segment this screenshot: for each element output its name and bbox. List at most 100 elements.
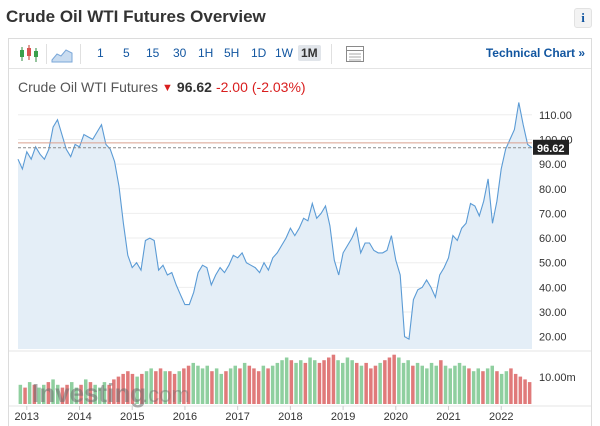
volume-bar bbox=[523, 379, 527, 404]
volume-bar bbox=[420, 365, 424, 404]
volume-bar bbox=[369, 368, 373, 404]
volume-bar bbox=[275, 362, 280, 404]
volume-bar bbox=[518, 376, 523, 404]
volume-bar bbox=[499, 373, 504, 404]
volume-bar bbox=[172, 373, 177, 404]
volume-bar bbox=[504, 371, 509, 404]
volume-bar bbox=[345, 357, 350, 404]
volume-bar bbox=[425, 368, 429, 404]
y-tick-label: 70.00 bbox=[539, 208, 567, 220]
volume-bar bbox=[322, 360, 326, 404]
volume-bar bbox=[27, 382, 32, 404]
investing-logo-watermark: Investing bbox=[32, 378, 146, 408]
chart-widget: 1 5 15 30 1H 5H 1D 1W 1M Technical Chart… bbox=[8, 38, 592, 426]
x-tick-label: 2019 bbox=[331, 411, 355, 423]
volume-bar bbox=[46, 382, 51, 404]
instrument-name: Crude Oil WTI Futures bbox=[18, 79, 159, 95]
volume-bar bbox=[126, 371, 130, 404]
volume-bar bbox=[350, 360, 354, 404]
volume-bar bbox=[238, 368, 242, 404]
volume-bar bbox=[135, 376, 139, 404]
interval-1h[interactable]: 1H bbox=[198, 46, 214, 60]
volume-bar bbox=[284, 357, 289, 404]
area-chart-icon[interactable] bbox=[51, 45, 73, 63]
volume-bar bbox=[233, 365, 237, 404]
volume-bar bbox=[56, 384, 60, 404]
x-tick-label: 2022 bbox=[489, 411, 513, 423]
x-tick-label: 2018 bbox=[278, 411, 302, 423]
volume-bar bbox=[247, 365, 252, 404]
volume-bar bbox=[299, 360, 303, 404]
interval-5h[interactable]: 5H bbox=[224, 46, 240, 60]
volume-bar bbox=[280, 360, 284, 404]
volume-bar bbox=[182, 368, 186, 404]
interval-5[interactable]: 5 bbox=[123, 46, 130, 60]
volume-bar bbox=[355, 362, 359, 404]
volume-bar bbox=[74, 387, 79, 404]
interval-1d[interactable]: 1D bbox=[251, 46, 267, 60]
interval-1m[interactable]: 1M bbox=[298, 45, 321, 61]
volume-bar bbox=[191, 362, 195, 404]
last-price: 96.62 bbox=[176, 79, 212, 95]
volume-bar bbox=[434, 365, 438, 404]
volume-bar bbox=[177, 371, 181, 404]
y-tick-label: 50.00 bbox=[539, 258, 567, 270]
toolbar-separator bbox=[46, 44, 47, 64]
y-tick-label: 30.00 bbox=[539, 307, 567, 319]
interval-1w[interactable]: 1W bbox=[275, 46, 293, 60]
y-tick-label: 110.00 bbox=[539, 110, 572, 122]
x-tick-label: 2016 bbox=[173, 411, 197, 423]
x-tick-label: 2013 bbox=[15, 411, 39, 423]
current-price-label: 96.62 bbox=[537, 143, 565, 155]
volume-bar bbox=[373, 365, 378, 404]
volume-bar bbox=[490, 365, 494, 404]
volume-bar bbox=[261, 365, 266, 404]
volume-bar bbox=[467, 368, 471, 404]
volume-bar bbox=[23, 387, 27, 404]
series-area bbox=[18, 102, 532, 349]
volume-bar bbox=[42, 384, 46, 404]
candlestick-icon[interactable] bbox=[17, 44, 41, 64]
volume-bar bbox=[429, 362, 434, 404]
volume-bar bbox=[359, 365, 364, 404]
interval-15[interactable]: 15 bbox=[146, 46, 160, 60]
volume-bar bbox=[186, 365, 191, 404]
volume-bar bbox=[266, 368, 270, 404]
volume-bar bbox=[112, 379, 116, 404]
volume-bar bbox=[313, 360, 317, 404]
volume-bar bbox=[481, 371, 485, 404]
volume-bar bbox=[294, 362, 298, 404]
chart-toolbar: 1 5 15 30 1H 5H 1D 1W 1M Technical Chart… bbox=[9, 39, 591, 69]
volume-bar bbox=[406, 360, 410, 404]
interval-30[interactable]: 30 bbox=[173, 46, 187, 60]
volume-bar bbox=[397, 357, 401, 404]
volume-axis-label: 10.00m bbox=[539, 372, 576, 384]
price-change: -2.00 bbox=[215, 79, 248, 95]
volume-bar bbox=[513, 373, 518, 404]
volume-bar bbox=[32, 384, 37, 404]
volume-bar bbox=[107, 384, 111, 404]
volume-bar bbox=[18, 384, 23, 404]
interval-1[interactable]: 1 bbox=[97, 46, 104, 60]
price-change-percent: (-2.03%) bbox=[251, 79, 306, 95]
toolbar-separator bbox=[80, 44, 81, 64]
y-tick-label: 80.00 bbox=[539, 184, 567, 196]
info-icon[interactable]: i bbox=[574, 8, 592, 28]
volume-bar bbox=[443, 365, 448, 404]
volume-bar bbox=[140, 373, 144, 404]
volume-bar bbox=[228, 368, 233, 404]
volume-bar bbox=[242, 362, 247, 404]
volume-bar bbox=[51, 379, 55, 404]
volume-bar bbox=[439, 360, 443, 404]
y-tick-label: 60.00 bbox=[539, 233, 567, 245]
technical-chart-link[interactable]: Technical Chart » bbox=[485, 46, 585, 60]
volume-bar bbox=[121, 373, 125, 404]
investing-logo-suffix: .com bbox=[142, 382, 190, 407]
y-tick-label: 20.00 bbox=[539, 332, 567, 344]
volume-bar bbox=[70, 382, 74, 404]
volume-bar bbox=[383, 360, 387, 404]
volume-bar bbox=[476, 368, 480, 404]
table-icon[interactable] bbox=[346, 46, 364, 62]
y-tick-label: 90.00 bbox=[539, 159, 567, 171]
